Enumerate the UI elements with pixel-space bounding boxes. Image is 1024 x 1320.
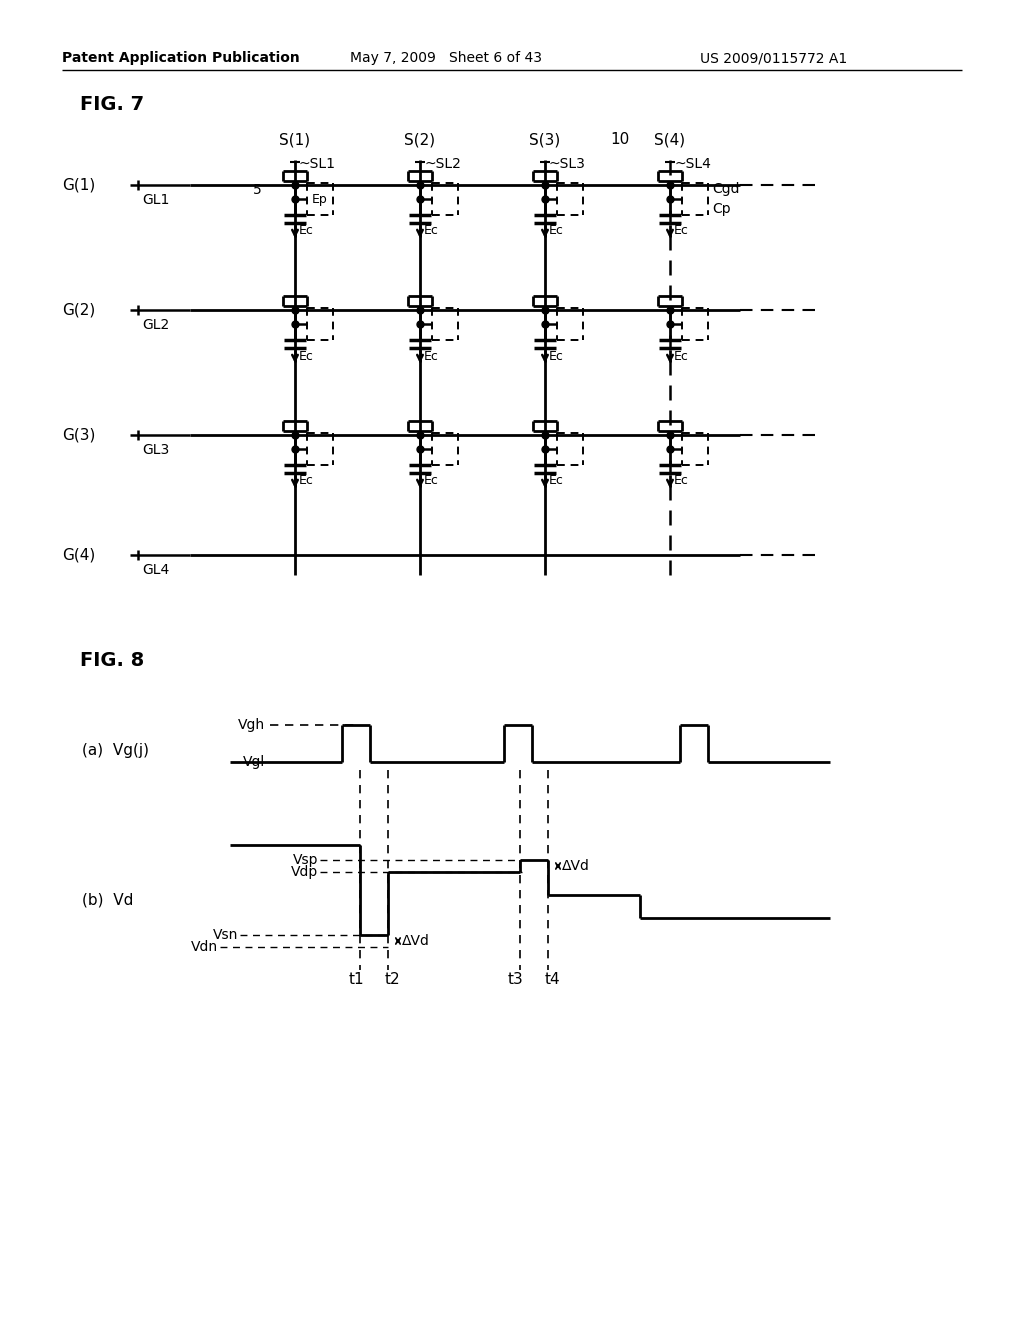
Text: ~SL2: ~SL2 [424,157,461,172]
Text: G(1): G(1) [62,177,95,193]
Text: Ec: Ec [674,224,689,238]
Text: Ec: Ec [674,474,689,487]
Text: ~SL4: ~SL4 [674,157,711,172]
Text: Patent Application Publication: Patent Application Publication [62,51,300,65]
Text: Ec: Ec [424,350,439,363]
Text: GL1: GL1 [142,193,169,207]
Text: Ec: Ec [299,224,314,238]
Text: Vdn: Vdn [190,940,218,954]
Text: Vgl: Vgl [243,755,265,770]
Text: S(1): S(1) [280,132,310,148]
Text: S(2): S(2) [404,132,435,148]
Text: G(3): G(3) [62,428,95,442]
Text: Ec: Ec [424,474,439,487]
Text: Cgd: Cgd [712,182,739,195]
Text: Vsp: Vsp [293,853,318,867]
Text: Ec: Ec [424,224,439,238]
Text: GL2: GL2 [142,318,169,333]
Text: Ec: Ec [299,474,314,487]
Text: ΔVd: ΔVd [402,935,430,948]
Text: ~SL1: ~SL1 [299,157,336,172]
Text: (a)  Vg(j): (a) Vg(j) [82,742,150,758]
Text: Vdp: Vdp [291,865,318,879]
Text: Ep: Ep [312,193,328,206]
Text: 5: 5 [253,183,262,197]
Text: US 2009/0115772 A1: US 2009/0115772 A1 [700,51,847,65]
Text: Ec: Ec [674,350,689,363]
Text: S(3): S(3) [529,132,560,148]
Text: G(4): G(4) [62,548,95,562]
Text: Ec: Ec [549,474,564,487]
Text: ΔVd: ΔVd [562,859,590,873]
Text: ~SL3: ~SL3 [549,157,586,172]
Text: Vgh: Vgh [238,718,265,733]
Text: Ec: Ec [299,350,314,363]
Text: Ec: Ec [549,224,564,238]
Text: G(2): G(2) [62,302,95,318]
Text: FIG. 8: FIG. 8 [80,651,144,669]
Text: GL3: GL3 [142,444,169,457]
Text: t2: t2 [384,973,399,987]
Text: Cp: Cp [712,202,731,216]
Text: GL4: GL4 [142,564,169,577]
Text: FIG. 7: FIG. 7 [80,95,144,115]
Text: May 7, 2009   Sheet 6 of 43: May 7, 2009 Sheet 6 of 43 [350,51,542,65]
Text: Ec: Ec [549,350,564,363]
Text: t1: t1 [348,973,364,987]
Text: (b)  Vd: (b) Vd [82,892,133,908]
Text: t3: t3 [508,973,524,987]
Text: 10: 10 [610,132,630,148]
Text: S(4): S(4) [654,132,685,148]
Text: t4: t4 [544,973,560,987]
Text: Vsn: Vsn [213,928,238,942]
